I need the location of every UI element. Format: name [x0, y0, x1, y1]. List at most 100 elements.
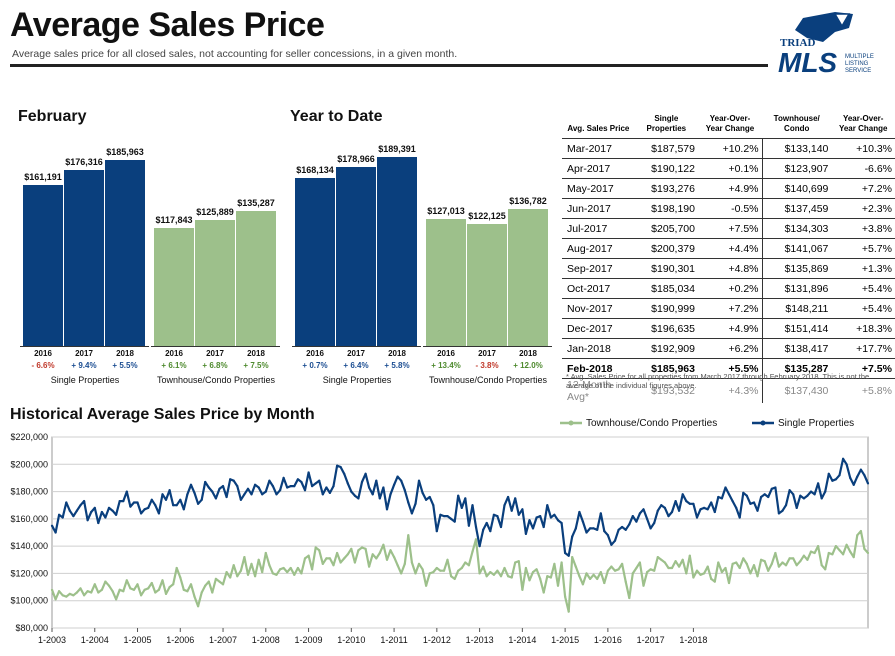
data-point	[713, 510, 716, 514]
data-point	[382, 486, 385, 489]
data-point	[670, 566, 674, 570]
x-tick-label: 1-2014	[508, 635, 536, 645]
y-tick-label: $120,000	[10, 568, 48, 578]
table-cell: +18.3%	[831, 318, 895, 339]
data-point	[863, 474, 866, 477]
data-point	[856, 534, 859, 537]
data-point	[795, 506, 798, 509]
panel-title: February	[18, 108, 87, 125]
data-point	[239, 498, 242, 501]
bar-change-label: + 0.7%	[302, 361, 328, 370]
stats-table: Avg. Sales Price Single Properties Year-…	[562, 114, 895, 403]
bar-value-label: $135,287	[237, 198, 275, 208]
data-point	[115, 513, 118, 516]
data-point	[214, 497, 217, 500]
data-point	[514, 561, 517, 564]
data-point	[303, 557, 307, 560]
data-point	[727, 581, 731, 585]
data-point	[842, 457, 845, 460]
bar-axis-line	[423, 346, 552, 347]
data-point	[115, 598, 118, 601]
data-point	[357, 497, 360, 500]
data-point	[482, 528, 485, 531]
data-point	[118, 500, 121, 503]
data-point	[90, 510, 93, 514]
data-point	[271, 485, 274, 488]
data-point	[132, 588, 136, 591]
bar-change-label: + 6.8%	[202, 361, 228, 370]
data-point	[838, 474, 841, 477]
data-point	[713, 580, 716, 583]
bar-change-label: + 13.4%	[431, 361, 461, 370]
data-point	[442, 569, 446, 572]
table-cell: $187,579	[634, 138, 698, 159]
data-point	[271, 572, 274, 575]
data-point	[239, 569, 242, 572]
data-point	[50, 524, 54, 527]
table-cell: Jun-2017	[562, 198, 635, 219]
data-point	[396, 475, 399, 478]
data-point	[610, 543, 613, 546]
data-point	[186, 590, 189, 593]
data-point	[432, 504, 435, 507]
table-row: May-2017 $193,276 +4.9% $140,699 +7.2%	[562, 178, 895, 199]
data-point	[838, 549, 841, 552]
data-point	[485, 575, 488, 578]
plot-frame	[51, 436, 869, 629]
data-point	[635, 566, 638, 570]
data-point	[193, 595, 196, 598]
data-point	[706, 565, 709, 568]
data-point	[122, 590, 125, 593]
data-point	[792, 557, 795, 560]
table-cell: $134,303	[761, 218, 832, 239]
table-cell: Mar-2017	[562, 138, 635, 159]
legend-label: Single Properties	[778, 418, 854, 429]
data-point	[125, 579, 128, 582]
data-point	[286, 571, 289, 574]
table-cell: +4.8%	[697, 258, 763, 279]
data-point	[357, 549, 360, 552]
data-point	[375, 557, 378, 560]
data-point	[382, 543, 385, 546]
data-point	[809, 490, 813, 493]
data-point	[542, 591, 545, 594]
logo-triad: TRIAD	[780, 37, 816, 49]
table-cell: $135,287	[761, 358, 832, 379]
data-point	[710, 501, 713, 504]
bar-change-label: - 3.8%	[475, 361, 499, 370]
data-point	[179, 498, 182, 501]
data-point	[261, 493, 264, 496]
table-cell: $148,211	[761, 298, 832, 319]
data-point	[546, 575, 549, 578]
bar-value-label: $136,782	[509, 196, 547, 206]
table-row: Apr-2017 $190,122 +0.1% $123,907 -6.6%	[562, 158, 895, 179]
bar-year-label: 2018	[388, 349, 406, 358]
data-point	[189, 583, 193, 586]
table-cell: +6.2%	[697, 338, 763, 359]
data-point	[795, 564, 798, 567]
data-point	[360, 546, 364, 549]
data-point	[820, 497, 823, 500]
data-point	[528, 519, 531, 522]
data-point	[425, 498, 428, 501]
data-point	[236, 485, 239, 488]
data-point	[72, 594, 75, 597]
data-point	[147, 587, 150, 590]
data-point	[660, 504, 663, 507]
data-point	[866, 551, 870, 555]
data-point	[492, 513, 495, 516]
table-header: Single Properties	[646, 114, 687, 133]
bar-value-label: $178,966	[337, 154, 375, 164]
logo-multiple: MULTIPLE	[845, 54, 874, 60]
table-cell: $123,907	[761, 158, 832, 179]
data-point	[589, 527, 592, 530]
table-cell: Apr-2017	[562, 158, 635, 179]
data-point	[692, 576, 695, 579]
data-point	[325, 557, 328, 560]
table-cell: $151,414	[761, 318, 832, 339]
data-point	[806, 558, 809, 561]
data-point	[446, 515, 449, 518]
data-point	[656, 509, 659, 512]
data-point	[207, 486, 210, 489]
data-point	[79, 504, 82, 507]
